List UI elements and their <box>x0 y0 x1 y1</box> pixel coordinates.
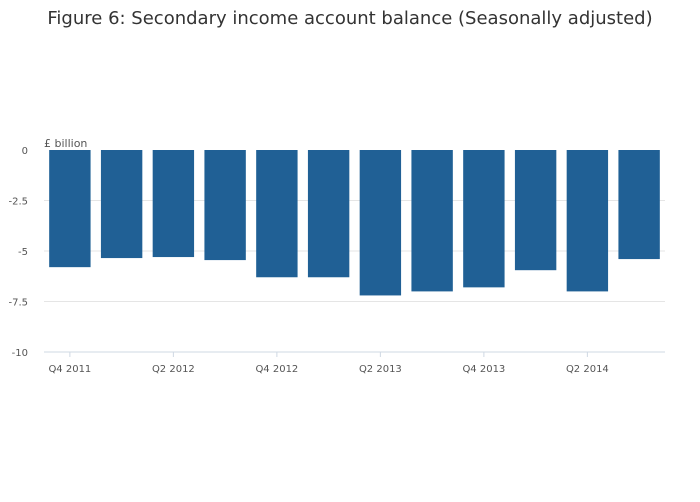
bar-q3-2014 <box>618 150 660 260</box>
bar-q3-2013 <box>411 150 453 292</box>
x-tick-label: Q4 2012 <box>255 364 298 375</box>
bar-q1-2012 <box>100 150 143 259</box>
y-tick-label: -10 <box>12 348 28 359</box>
y-tick-label: -7.5 <box>8 298 28 309</box>
bar-q4-2013 <box>463 150 505 288</box>
x-tick-label: Q2 2013 <box>359 364 402 375</box>
x-tick-label: Q2 2012 <box>152 364 195 375</box>
x-tick-label: Q2 2014 <box>566 364 609 375</box>
bar-q2-2013 <box>359 150 402 296</box>
x-tick-label: Q4 2011 <box>48 364 91 375</box>
bar-q3-2012 <box>204 150 246 261</box>
x-tick-label: Q4 2013 <box>462 364 505 375</box>
bar-q1-2014 <box>514 150 557 271</box>
bar-q4-2011 <box>49 150 91 268</box>
bar-q1-2013 <box>307 150 350 278</box>
y-tick-label: -5 <box>18 247 28 258</box>
y-tick-label: 0 <box>22 146 28 157</box>
y-tick-label: -2.5 <box>8 197 28 208</box>
bar-q2-2014 <box>566 150 609 292</box>
bar-q2-2012 <box>152 150 195 258</box>
y-axis-label: £ billion <box>44 137 87 150</box>
bar-q4-2012 <box>256 150 298 278</box>
chart-title: Figure 6: Secondary income account balan… <box>47 8 653 29</box>
